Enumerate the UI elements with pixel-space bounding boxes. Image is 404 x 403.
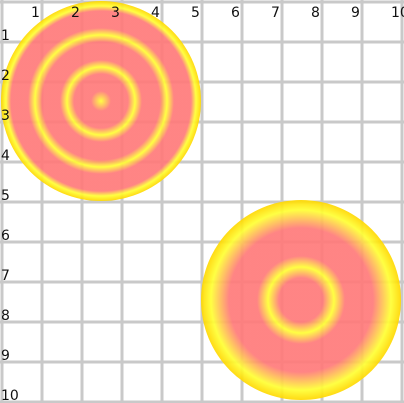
row-label: 4 (1, 148, 10, 164)
row-label: 8 (1, 308, 10, 324)
row-label: 2 (1, 68, 10, 84)
column-label: 3 (111, 5, 120, 21)
column-label: 4 (151, 5, 160, 21)
row-label: 1 (1, 28, 10, 44)
column-label: 2 (71, 5, 80, 21)
column-label: 6 (231, 5, 240, 21)
row-label: 9 (1, 348, 10, 364)
column-label: 9 (351, 5, 360, 21)
column-label: 1 (31, 5, 40, 21)
row-label: 7 (1, 268, 10, 284)
column-label: 8 (311, 5, 320, 21)
row-label: 10 (1, 388, 19, 403)
target-bottom-right[interactable] (201, 200, 401, 400)
row-label: 5 (1, 188, 10, 204)
column-label: 5 (191, 5, 200, 21)
column-label: 10 (391, 5, 404, 21)
target-top-left[interactable] (1, 1, 201, 201)
column-label: 7 (271, 5, 280, 21)
row-label: 3 (1, 108, 10, 124)
row-label: 6 (1, 228, 10, 244)
